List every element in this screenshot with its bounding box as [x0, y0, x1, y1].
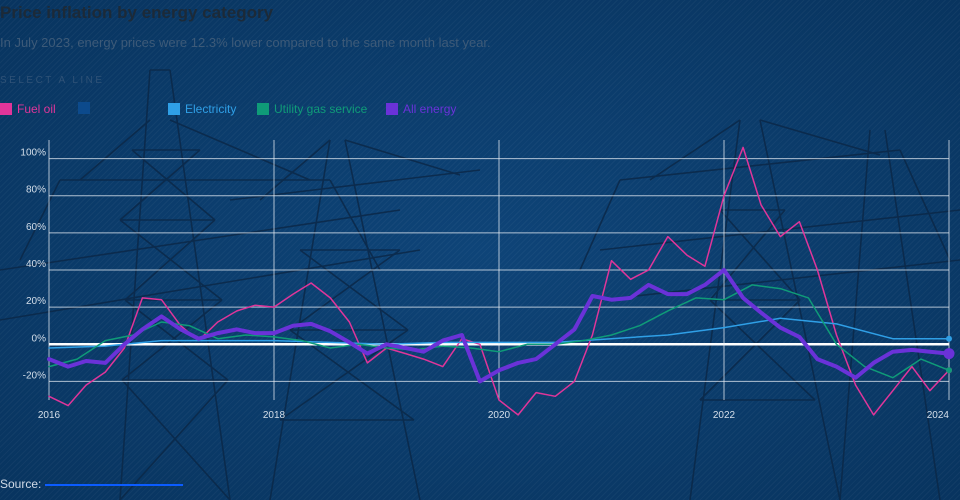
line-chart: -20% 0% 20% 40% 60% 80% 100% 2016 2018 2020 2022 20… — [20, 140, 955, 420]
legend-item-utility-gas[interactable]: Utility gas service — [257, 102, 367, 116]
legend-swatch-all-energy — [386, 103, 398, 115]
series-lines — [47, 146, 955, 416]
legend-label-electricity: Electricity — [185, 102, 237, 116]
y-tick-label: -20% — [23, 370, 46, 381]
legend-label-all-energy: All energy — [403, 102, 457, 116]
series-line-utility-gas — [48, 284, 950, 379]
chart-title: Price inflation by energy category — [0, 3, 274, 22]
source-link[interactable] — [45, 483, 184, 486]
y-tick-label: 60% — [26, 222, 46, 233]
series-line-all-energy — [47, 268, 951, 384]
legend-item-fuel-oil[interactable]: Fuel oil — [0, 102, 56, 116]
legend-swatch-utility-gas — [257, 103, 269, 115]
legend-swatch-motor-fuel — [78, 102, 90, 114]
x-tick-label: 2018 — [263, 410, 286, 420]
axis-labels: -20% 0% 20% 40% 60% 80% 100% 2016 2018 2020 2022 20… — [20, 148, 949, 420]
y-tick-label: 100% — [20, 148, 46, 159]
chart-subtitle: In July 2023, energy prices were 12.3% l… — [0, 35, 491, 50]
legend-item-motor-fuel[interactable] — [78, 102, 95, 114]
legend-label-fuel-oil: Fuel oil — [17, 102, 56, 116]
legend-label-utility-gas: Utility gas service — [274, 102, 368, 116]
select-line-label: SELECT A LINE — [0, 75, 105, 86]
y-tick-label: 80% — [26, 185, 46, 196]
series-endpoint-all-energy — [943, 348, 955, 360]
x-tick-label: 2022 — [713, 410, 736, 420]
x-tick-label: 2024 — [927, 410, 950, 420]
legend-swatch-fuel-oil — [0, 103, 12, 115]
x-tick-label: 2016 — [38, 410, 61, 420]
y-tick-label: 20% — [26, 296, 46, 307]
y-tick-label: 0% — [32, 333, 47, 344]
legend-item-electricity[interactable]: Electricity — [168, 102, 236, 116]
series-endpoint-utility-gas — [946, 367, 952, 374]
legend-item-all-energy[interactable]: All energy — [386, 102, 456, 116]
legend-swatch-electricity — [168, 103, 180, 115]
source-label: Source: — [0, 477, 42, 491]
grid-lines — [48, 140, 950, 400]
source-note: Source: — [0, 477, 184, 491]
x-tick-label: 2020 — [488, 410, 511, 420]
y-tick-label: 40% — [26, 259, 46, 270]
series-endpoint-electricity — [946, 335, 952, 342]
